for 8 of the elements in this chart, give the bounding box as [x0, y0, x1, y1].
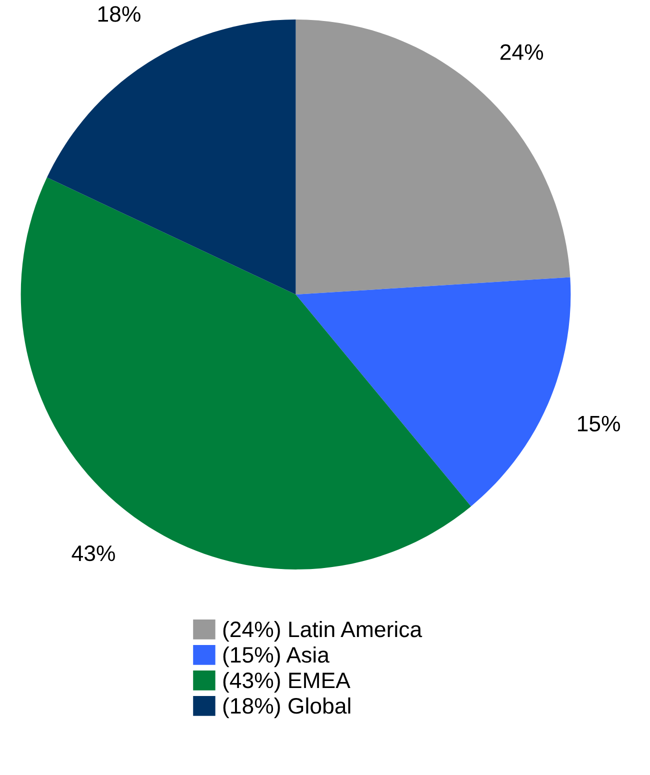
data-label: 24% [500, 44, 544, 60]
legend-label: (43%) EMEA [223, 672, 350, 693]
legend-label: (15%) Asia [223, 646, 330, 668]
legend-label: (18%) Global [223, 697, 350, 718]
legend-label: (24%) Latin America [223, 620, 422, 642]
data-label: 15% [578, 416, 620, 432]
data-label: 43% [72, 545, 115, 562]
data-label: 18% [98, 6, 140, 22]
